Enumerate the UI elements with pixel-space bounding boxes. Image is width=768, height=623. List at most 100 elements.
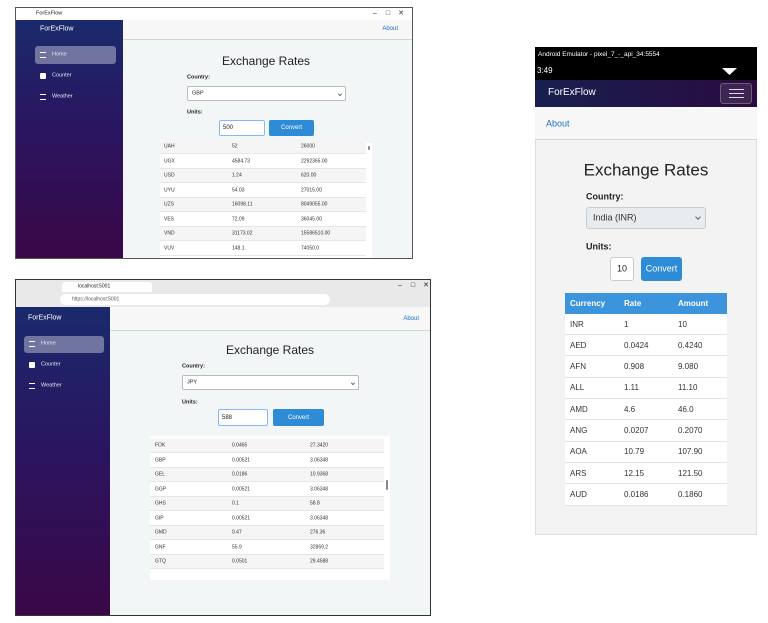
table-row	[565, 441, 727, 463]
nav-icon	[40, 73, 46, 79]
table-cell: GBP	[155, 457, 166, 463]
table-cell: AOA	[570, 447, 587, 457]
table-cell: 0.0207	[624, 426, 649, 435]
table-cell: 0.1	[232, 500, 239, 507]
table-cell: 15586510.00	[301, 230, 331, 237]
brand: ForExFlow	[28, 314, 62, 322]
window-control[interactable]: –	[373, 10, 377, 17]
table-cell: 121.50	[678, 468, 703, 478]
table-cell: USD	[164, 172, 175, 179]
country-value: India (INR)	[593, 212, 637, 223]
table-cell: 0.0186	[232, 471, 248, 478]
about-link[interactable]: About	[403, 316, 419, 322]
country-select[interactable]	[187, 86, 346, 101]
table-cell: 276.36	[310, 529, 326, 536]
convert-label[interactable]: Convert	[280, 125, 303, 131]
table-row	[160, 183, 366, 198]
table-cell: 54.03	[232, 187, 245, 193]
table-cell: AUD	[570, 489, 587, 499]
country-label: Country:	[586, 191, 624, 202]
table-cell: AMD	[570, 404, 588, 414]
address-bar[interactable]	[60, 294, 330, 305]
window-control[interactable]: –	[398, 282, 402, 289]
table-cell: 36045.00	[301, 216, 322, 222]
table-cell: 55.9	[232, 544, 242, 550]
heading: Exchange Rates	[221, 54, 311, 68]
window-control[interactable]: ✕	[423, 282, 429, 289]
country-select[interactable]	[586, 207, 706, 229]
table-cell: 27015.00	[301, 187, 322, 193]
table-cell: 8049055.00	[301, 201, 328, 208]
table-cell: GMD	[155, 529, 167, 536]
table-cell: 3.06348	[310, 457, 329, 463]
nav-link[interactable]: Counter	[41, 361, 61, 368]
table-cell: FOK	[155, 442, 166, 449]
table-cell: 1.24	[232, 172, 242, 179]
convert-button[interactable]	[269, 120, 314, 136]
top-row	[110, 307, 430, 331]
table-cell: 58.8	[310, 500, 320, 507]
nav-link[interactable]: Home	[52, 51, 67, 58]
table-cell: 72.09	[232, 216, 245, 222]
table-cell: 27.3420	[310, 442, 329, 449]
emulator-title: Android Emulator - pixel_7_-_api_34:5554	[538, 50, 660, 58]
table-cell: 0.908	[624, 362, 645, 372]
units-input[interactable]	[218, 409, 268, 426]
units-input[interactable]	[219, 120, 265, 136]
table-cell: 0.0424	[624, 340, 649, 350]
table-cell: 74050.0	[301, 245, 320, 251]
table-row	[160, 241, 366, 256]
table-cell: 26000	[301, 143, 315, 150]
nav-link[interactable]: Home	[41, 340, 56, 347]
units-value: 10	[616, 263, 628, 274]
window-control[interactable]: ✕	[398, 10, 404, 17]
window-control[interactable]: □	[385, 10, 391, 17]
table-cell: 46.0	[678, 404, 694, 414]
sidebar	[16, 307, 110, 615]
table-cell: 31173.02	[232, 230, 253, 237]
table-cell: 0.0501	[232, 558, 248, 565]
status-icons	[722, 68, 737, 75]
table-cell: 12.15	[624, 468, 645, 478]
country-select[interactable]	[182, 375, 359, 390]
table-cell: ALL	[570, 383, 585, 393]
table-row	[160, 168, 366, 184]
convert-label[interactable]: Convert	[645, 263, 678, 274]
table-row	[150, 525, 384, 541]
table-cell: 0.2070	[678, 426, 703, 435]
country-value: GBP	[192, 89, 204, 96]
table-cell: 620.00	[301, 172, 317, 179]
table-cell: 32869.2	[310, 544, 329, 550]
table-row	[565, 399, 727, 421]
table-cell: 3.06348	[310, 515, 329, 521]
nav-link[interactable]: Weather	[41, 382, 62, 389]
country-value: JPY	[187, 378, 198, 385]
about-link[interactable]: About	[382, 26, 398, 32]
table-cell: 4584.73	[232, 158, 251, 164]
table-cell: 0.0186	[624, 489, 649, 499]
convert-button[interactable]	[641, 257, 682, 281]
brand: ForExFlow	[40, 25, 74, 33]
table-cell: GIP	[155, 515, 164, 521]
country-label: Country:	[187, 74, 210, 81]
units-label: Units:	[586, 241, 612, 252]
table-row	[160, 212, 366, 227]
nav-link[interactable]: Weather	[52, 93, 73, 100]
url[interactable]: https://localhost:5001	[72, 296, 120, 303]
window-control[interactable]: □	[410, 282, 416, 289]
table-cell: UAH	[164, 143, 175, 150]
tab-title[interactable]: localhost:5001	[78, 283, 111, 290]
units-input[interactable]	[610, 257, 634, 281]
brand: ForExFlow	[548, 87, 596, 98]
heading: Exchange Rates	[225, 343, 315, 357]
convert-button[interactable]	[273, 409, 324, 426]
scrollbar-thumb	[368, 146, 370, 150]
about-link[interactable]: About	[546, 118, 570, 129]
table-cell: 0.4240	[678, 340, 703, 350]
convert-label[interactable]: Convert	[287, 414, 310, 421]
column-header: Amount	[678, 298, 709, 308]
nav-link[interactable]: Counter	[52, 72, 72, 79]
tab[interactable]	[62, 282, 152, 292]
table-cell: AFN	[570, 362, 586, 372]
